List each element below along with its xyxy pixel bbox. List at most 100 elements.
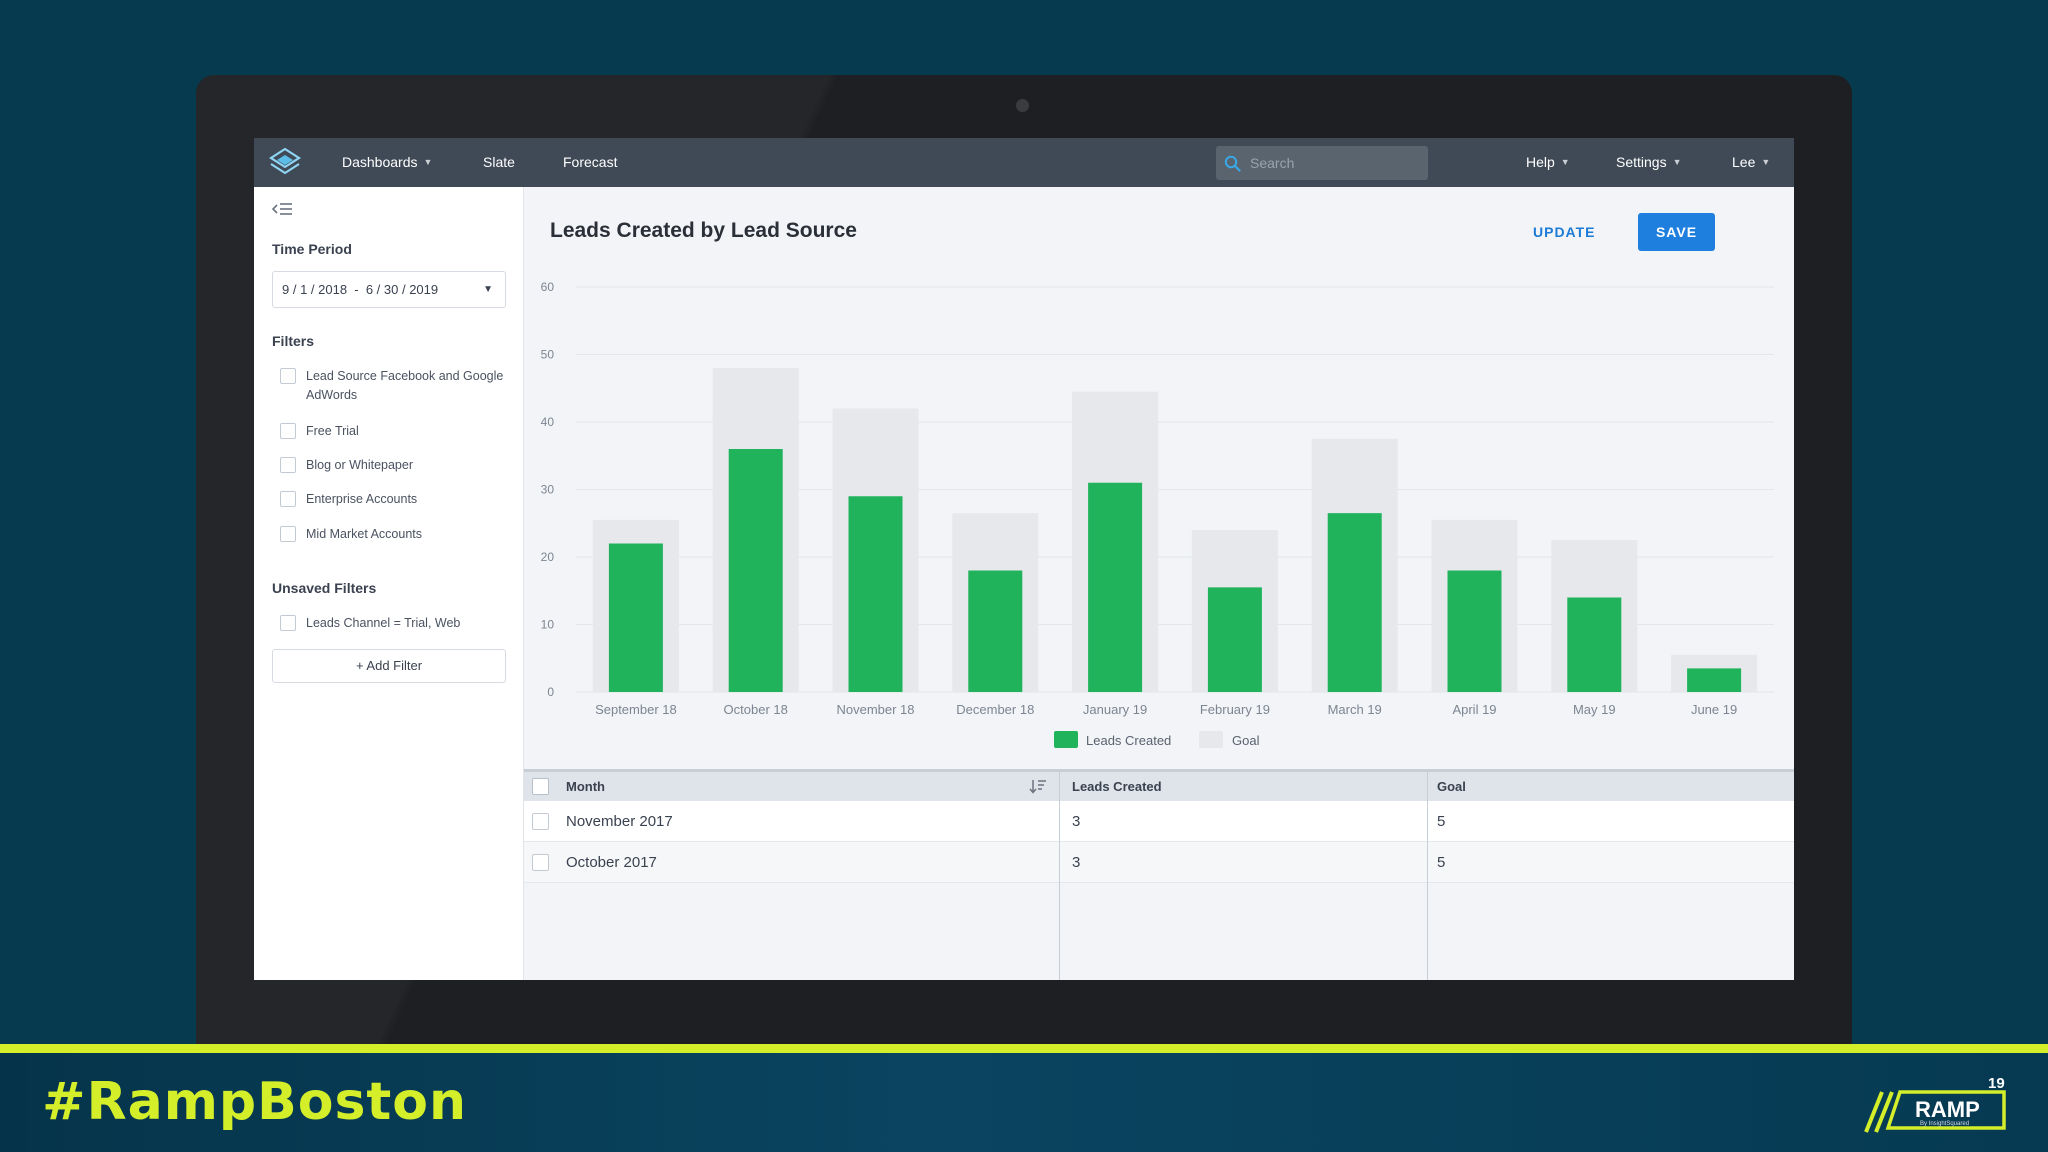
x-tick-label: November 18 (836, 702, 914, 717)
event-banner: #RampBoston (0, 1044, 2048, 1152)
filter-label: Lead Source Facebook and Google AdWords (306, 369, 504, 402)
y-tick-label: 20 (541, 550, 555, 564)
leads-bar (728, 449, 783, 692)
filter-item[interactable]: Mid Market Accounts (280, 525, 505, 545)
leads-bar (608, 543, 663, 692)
search-icon (1224, 155, 1241, 172)
column-divider (1059, 769, 1060, 980)
filter-item[interactable]: Free Trial (280, 422, 505, 442)
legend-swatch-leads (1054, 731, 1078, 748)
nav-help[interactable]: Help ▼ (1526, 138, 1570, 187)
nav-help-label: Help (1526, 154, 1555, 170)
x-tick-label: May 19 (1573, 702, 1616, 717)
filter-label: Leads Channel = Trial, Web (306, 616, 461, 630)
event-hashtag: #RampBoston (42, 1072, 468, 1132)
cell-leads-created: 3 (1072, 854, 1081, 871)
x-tick-label: December 18 (956, 702, 1034, 717)
camera-dot (1016, 99, 1029, 112)
chevron-down-icon: ▼ (483, 284, 493, 295)
update-button[interactable]: UPDATE (1533, 224, 1596, 240)
filter-label: Free Trial (306, 424, 359, 438)
data-table: Month Leads Created Goal November 2017 3… (524, 769, 1794, 980)
table-row[interactable]: October 2017 3 5 (524, 842, 1794, 883)
ramp-logo-number: 19 (1988, 1075, 2005, 1092)
report-panel: Leads Created by Lead Source UPDATE SAVE… (524, 187, 1794, 980)
ramp-logo-byline: By InsightSquared (1920, 1121, 1969, 1127)
bar-chart: 0 10 20 30 40 50 60 September 18 October 18 Novem… (541, 280, 1774, 748)
row-checkbox[interactable] (532, 854, 549, 871)
cell-goal: 5 (1437, 854, 1446, 871)
unsaved-filters-heading: Unsaved Filters (272, 580, 377, 596)
y-tick-label: 40 (541, 415, 555, 429)
filter-item[interactable]: Blog or Whitepaper (280, 456, 505, 476)
select-all-checkbox[interactable] (532, 778, 549, 795)
y-tick-label: 0 (547, 685, 554, 699)
save-button[interactable]: SAVE (1638, 213, 1715, 251)
filter-sidebar: Time Period 9 / 1 / 2018 - 6 / 30 / 2019… (254, 187, 524, 980)
chevron-down-icon: ▼ (423, 157, 433, 167)
x-tick-label: September 18 (595, 702, 677, 717)
nav-settings[interactable]: Settings ▼ (1616, 138, 1682, 187)
legend-label-leads: Leads Created (1086, 733, 1171, 748)
cell-leads-created: 3 (1072, 813, 1081, 830)
filter-checkbox[interactable] (280, 423, 296, 439)
search-input[interactable] (1250, 146, 1420, 180)
filter-checkbox[interactable] (280, 526, 296, 542)
time-period-heading: Time Period (272, 241, 352, 257)
add-filter-button[interactable]: + Add Filter (272, 649, 506, 683)
nav-user-label: Lee (1732, 154, 1756, 170)
column-header-leads-created[interactable]: Leads Created (1072, 779, 1162, 794)
leads-bar (1687, 668, 1742, 692)
filter-checkbox[interactable] (280, 615, 296, 631)
date-range-select[interactable]: 9 / 1 / 2018 - 6 / 30 / 2019 ▼ (272, 271, 506, 308)
leads-bar (1327, 513, 1382, 692)
filter-checkbox[interactable] (280, 457, 296, 473)
nav-settings-label: Settings (1616, 154, 1667, 170)
cell-goal: 5 (1437, 813, 1446, 830)
leads-bar (1207, 587, 1262, 692)
date-range-value: 9 / 1 / 2018 - 6 / 30 / 2019 (282, 282, 439, 297)
filter-label: Enterprise Accounts (306, 492, 418, 506)
x-tick-label: February 19 (1200, 702, 1270, 717)
nav-slate[interactable]: Slate (483, 154, 515, 170)
collapse-sidebar-icon[interactable] (272, 201, 294, 217)
ramp-logo-word: RAMP (1915, 1097, 1980, 1122)
filter-item[interactable]: Enterprise Accounts (280, 490, 505, 510)
column-header-month[interactable]: Month (566, 779, 605, 794)
chevron-down-icon: ▼ (1761, 157, 1771, 167)
filter-checkbox[interactable] (280, 491, 296, 507)
column-header-goal[interactable]: Goal (1437, 779, 1466, 794)
ramp-logo: RAMP 19 By InsightSquared (1864, 1075, 2006, 1133)
unsaved-filter-item[interactable]: Leads Channel = Trial, Web (280, 614, 505, 634)
search-box[interactable] (1216, 146, 1428, 180)
column-divider (1427, 769, 1428, 980)
filters-heading: Filters (272, 333, 315, 349)
x-tick-label: March 19 (1328, 702, 1382, 717)
row-checkbox[interactable] (532, 813, 549, 830)
x-tick-label: October 18 (724, 702, 788, 717)
nav-dashboards-label: Dashboards (342, 154, 418, 170)
chevron-down-icon: ▼ (1672, 157, 1682, 167)
legend-swatch-goal (1199, 731, 1223, 748)
y-tick-label: 30 (541, 483, 555, 497)
banner-stripe (0, 1044, 2048, 1053)
top-navbar: Dashboards ▼ Slate Forecast Help ▼ Setting… (254, 138, 1794, 187)
legend-label-goal: Goal (1232, 733, 1260, 748)
layers-logo-icon[interactable] (268, 146, 302, 178)
filter-checkbox[interactable] (280, 368, 296, 384)
chevron-down-icon: ▼ (1560, 157, 1570, 167)
leads-bar (1447, 570, 1502, 692)
leads-bar (1088, 482, 1143, 692)
x-tick-label: April 19 (1452, 702, 1496, 717)
app-screen: Dashboards ▼ Slate Forecast Help ▼ Setting… (254, 138, 1794, 980)
nav-forecast[interactable]: Forecast (563, 154, 618, 170)
table-header: Month Leads Created Goal (524, 769, 1794, 801)
sort-descending-icon[interactable] (1029, 778, 1047, 795)
y-tick-label: 60 (541, 280, 555, 294)
nav-user-menu[interactable]: Lee ▼ (1732, 138, 1770, 187)
table-row[interactable]: November 2017 3 5 (524, 801, 1794, 842)
nav-dashboards[interactable]: Dashboards ▼ (342, 138, 432, 187)
cell-month: October 2017 (566, 854, 657, 871)
filter-label: Mid Market Accounts (306, 527, 423, 541)
filter-item[interactable]: Lead Source Facebook and Google AdWords (280, 367, 505, 407)
